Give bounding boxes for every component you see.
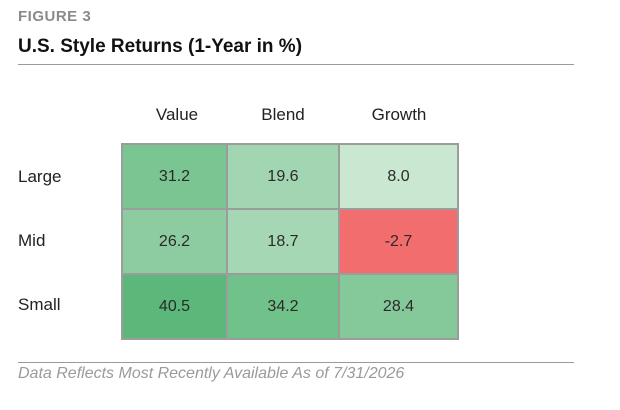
footnote: Data Reflects Most Recently Available As… bbox=[18, 365, 405, 382]
heatmap-cell-small-value: 40.5 bbox=[123, 275, 226, 338]
footnote-divider bbox=[18, 362, 574, 363]
chart-title: U.S. Style Returns (1-Year in %) bbox=[18, 36, 303, 57]
column-header-blend: Blend bbox=[261, 105, 305, 124]
heatmap-grid: 31.2 19.6 8.0 26.2 18.7 -2.7 40.5 34.2 28.4 bbox=[121, 143, 459, 340]
row-header-small: Small bbox=[18, 295, 61, 314]
column-header-value: Value bbox=[155, 105, 199, 124]
heatmap-cell-small-blend: 34.2 bbox=[228, 275, 338, 338]
heatmap-cell-mid-blend: 18.7 bbox=[228, 210, 338, 273]
row-header-mid: Mid bbox=[18, 231, 46, 250]
column-header-growth: Growth bbox=[371, 105, 427, 124]
heatmap-cell-large-growth: 8.0 bbox=[340, 145, 457, 208]
figure-label: FIGURE 3 bbox=[18, 8, 92, 25]
heatmap-cell-large-blend: 19.6 bbox=[228, 145, 338, 208]
title-divider bbox=[18, 64, 574, 65]
heatmap-cell-small-growth: 28.4 bbox=[340, 275, 457, 338]
heatmap-cell-large-value: 31.2 bbox=[123, 145, 226, 208]
heatmap-cell-mid-value: 26.2 bbox=[123, 210, 226, 273]
heatmap-cell-mid-growth: -2.7 bbox=[340, 210, 457, 273]
row-header-large: Large bbox=[18, 167, 62, 186]
